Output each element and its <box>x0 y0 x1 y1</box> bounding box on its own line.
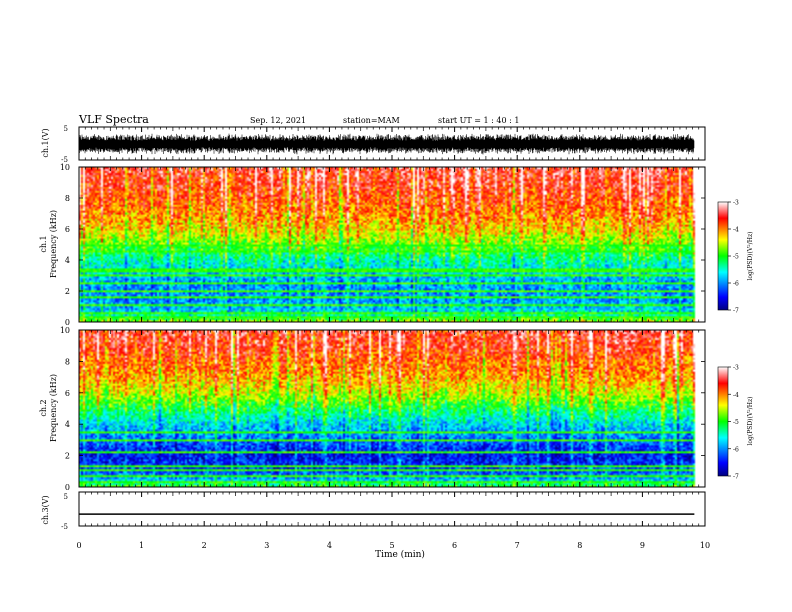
spectrogram-ytick-label: 2 <box>65 452 70 461</box>
time-axis-ticks <box>78 127 706 526</box>
ch1-colorbar: -3 -4 -5 -6 -7 log(PSD)(V2/Hz) <box>717 200 755 315</box>
spectrogram-ytick-label: 8 <box>65 194 70 203</box>
colorbar-tick-label: -5 <box>733 254 739 261</box>
ch3-waveform-frame <box>78 491 706 527</box>
colorbar-tick-label: -7 <box>733 474 739 481</box>
time-tick-label: 5 <box>389 541 394 550</box>
colorbar-tick-label: -7 <box>733 308 739 315</box>
ch2-colorbar-label: log(PSD)(V2/Hz) <box>746 397 755 446</box>
ch2-spectrogram-ylabel: Frequency (kHz) <box>49 374 58 442</box>
time-tick-label: 3 <box>264 541 269 550</box>
header-start-time: start UT = 1 : 40 : 1 <box>438 116 519 125</box>
time-tick-label: 0 <box>76 541 81 550</box>
ch2-spectrogram-image <box>79 330 705 487</box>
ch3-waveform-ylabel: ch.3(V) <box>41 495 50 524</box>
time-tick-label: 4 <box>327 541 332 550</box>
ch1-spectrogram-ylabel-channel: ch.1 <box>39 235 48 252</box>
spectrogram-ytick-label: 10 <box>60 163 70 172</box>
time-tick-label: 10 <box>700 541 710 550</box>
ch2-spectrogram-yticks: 0 2 4 6 8 10 <box>60 326 705 492</box>
ch1-waveform-ylabel: ch.1(V) <box>41 128 50 157</box>
ch1-waveform-trace <box>78 133 695 155</box>
colorbar-tick-label: -4 <box>733 227 739 234</box>
ch1-spectrogram-panel: 0 2 4 6 8 10 ch.1 Frequency (kHz) <box>39 163 706 327</box>
colorbar-tick-label: -6 <box>733 446 739 453</box>
ch1-ytick-bottom: -5 <box>61 156 68 164</box>
header-station: station=MAM <box>343 116 400 125</box>
spectrogram-ytick-label: 4 <box>65 420 70 429</box>
ch2-colorbar-ticks: -3 -4 -5 -6 -7 <box>728 365 739 481</box>
spectrogram-ytick-label: 0 <box>65 318 70 327</box>
figure-title: VLF Spectra <box>78 113 149 126</box>
ch2-colorbar: -3 -4 -5 -6 -7 log(PSD)(V2/Hz) <box>717 365 755 481</box>
ch1-spectrogram-ylabel: Frequency (kHz) <box>49 210 58 278</box>
time-tick-label: 2 <box>202 541 207 550</box>
ch1-colorbar-label: log(PSD)(V2/Hz) <box>746 232 755 281</box>
ch1-colorbar-gradient <box>717 201 729 311</box>
time-tick-label: 1 <box>139 541 144 550</box>
colorbar-tick-label: -5 <box>733 419 739 426</box>
spectrogram-ytick-label: 0 <box>65 483 70 492</box>
ch1-spectrogram-image <box>79 167 705 322</box>
ch1-ytick-top: 5 <box>64 125 68 133</box>
spectrogram-ytick-label: 2 <box>65 287 70 296</box>
ch2-colorbar-gradient <box>717 366 729 477</box>
spectrogram-ytick-label: 10 <box>60 326 70 335</box>
time-tick-label: 7 <box>515 541 520 550</box>
spectrogram-ytick-label: 8 <box>65 357 70 366</box>
ch1-spectrogram-yticks: 0 2 4 6 8 10 <box>60 163 705 327</box>
ch3-ytick-top: 5 <box>64 493 68 501</box>
colorbar-tick-label: -3 <box>733 200 739 207</box>
time-tick-label: 6 <box>452 541 457 550</box>
time-tick-label: 8 <box>577 541 582 550</box>
colorbar-tick-label: -6 <box>733 281 739 288</box>
colorbar-tick-label: -4 <box>733 392 739 399</box>
time-axis-label: Time (min) <box>375 549 425 560</box>
ch2-spectrogram-ylabel-channel: ch.2 <box>39 399 48 416</box>
ch3-waveform-panel: 5 -5 ch.3(V) <box>41 491 706 531</box>
colorbar-tick-label: -3 <box>733 365 739 372</box>
header-date: Sep. 12, 2021 <box>250 116 306 125</box>
ch2-spectrogram-panel: 0 2 4 6 8 10 ch.2 Frequency (kHz) <box>39 326 706 492</box>
ch1-waveform-panel: 5 -5 ch.1(V) <box>41 125 706 164</box>
ch1-colorbar-ticks: -3 -4 -5 -6 -7 <box>728 200 739 315</box>
time-tick-label: 9 <box>640 541 645 550</box>
time-axis-tick-labels: 0 1 2 3 4 5 6 7 8 9 10 <box>76 541 710 550</box>
spectrogram-ytick-label: 6 <box>65 225 70 234</box>
ch3-ytick-bottom: -5 <box>61 523 68 531</box>
spectrogram-ytick-label: 4 <box>65 256 70 265</box>
spectrogram-ytick-label: 6 <box>65 389 70 398</box>
